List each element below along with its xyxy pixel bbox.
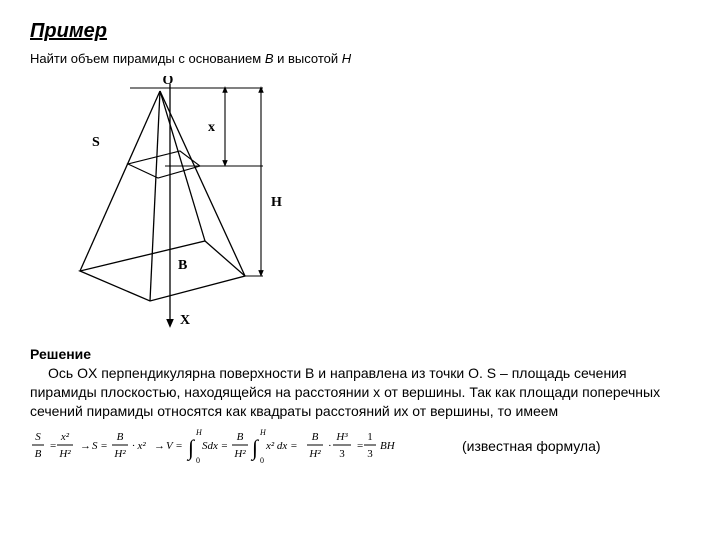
f-i1b: 0 bbox=[196, 456, 200, 465]
f-num6: H³ bbox=[335, 431, 348, 443]
f-eq1: = bbox=[50, 440, 56, 452]
f-x2a: · x² bbox=[132, 440, 146, 452]
problem-var-h: H bbox=[342, 51, 351, 66]
f-den1: B bbox=[35, 448, 42, 460]
f-i2b: 0 bbox=[260, 456, 264, 465]
label-x: x bbox=[208, 120, 215, 135]
f-den5: H² bbox=[308, 448, 321, 460]
known-formula-label: (известная формула) bbox=[462, 438, 601, 454]
f-arr1: → bbox=[80, 440, 91, 452]
f-i1t: H bbox=[195, 428, 203, 437]
f-veq: V = bbox=[166, 440, 183, 452]
f-den2: H² bbox=[58, 448, 71, 460]
pyramid-diagram: O S x H B X bbox=[50, 76, 300, 336]
f-dot: · bbox=[328, 440, 332, 452]
f-i2t: H bbox=[259, 428, 267, 437]
svg-text:∫: ∫ bbox=[186, 435, 196, 461]
solution-body: Ось OX перпендикулярна поверхности B и н… bbox=[30, 364, 690, 421]
problem-mid: и высотой bbox=[274, 51, 342, 66]
f-den7: 3 bbox=[367, 448, 373, 460]
page-title: Пример bbox=[30, 20, 690, 43]
f-den3: H² bbox=[113, 448, 126, 460]
f-den4: H² bbox=[233, 448, 246, 460]
label-s: S bbox=[92, 135, 100, 150]
solution-heading: Решение bbox=[30, 346, 690, 362]
f-seq: S = bbox=[92, 440, 108, 452]
problem-statement: Найти объем пирамиды с основанием B и вы… bbox=[30, 51, 690, 66]
f-num4: B bbox=[237, 431, 244, 443]
problem-prefix: Найти объем пирамиды с основанием bbox=[30, 51, 265, 66]
label-h: H bbox=[271, 195, 282, 210]
formula-row: S B = x² H² → S = B H² · x² → V = ∫ H 0 … bbox=[30, 425, 690, 467]
label-b: B bbox=[178, 258, 187, 273]
formula-svg: S B = x² H² → S = B H² · x² → V = ∫ H 0 … bbox=[30, 425, 450, 467]
f-num3: B bbox=[117, 431, 124, 443]
f-den6: 3 bbox=[339, 448, 345, 460]
f-num5: B bbox=[312, 431, 319, 443]
label-o: O bbox=[163, 76, 174, 88]
f-bh: BH bbox=[380, 440, 396, 452]
svg-text:∫: ∫ bbox=[250, 435, 260, 461]
f-sdx: Sdx = bbox=[202, 440, 228, 452]
f-num1: S bbox=[35, 431, 41, 443]
f-num2: x² bbox=[60, 431, 70, 443]
solution-body-text: Ось OX перпендикулярна поверхности B и н… bbox=[30, 365, 660, 419]
f-x2dx: x² dx = bbox=[265, 440, 298, 452]
label-axis-x: X bbox=[180, 313, 190, 328]
problem-var-b: B bbox=[265, 51, 274, 66]
f-num7: 1 bbox=[367, 431, 373, 443]
f-arr2: → bbox=[154, 440, 165, 452]
f-eq2: = bbox=[357, 440, 363, 452]
